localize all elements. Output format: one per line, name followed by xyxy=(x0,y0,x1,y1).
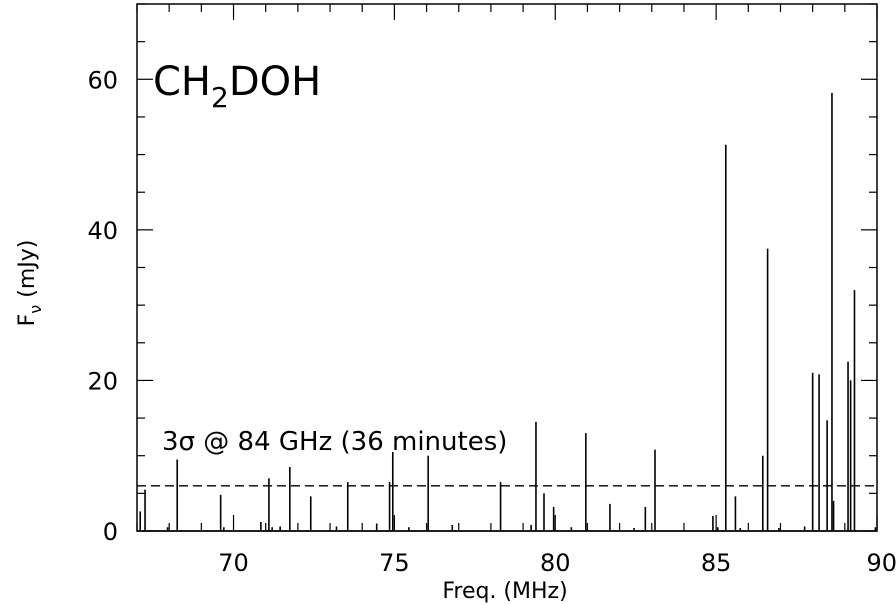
spectral-lines xyxy=(139,92,877,531)
x-tick-label: 75 xyxy=(379,549,410,577)
y-tick-label: 40 xyxy=(87,217,118,245)
threshold-annotation: 3σ @ 84 GHz (36 minutes) xyxy=(162,427,507,457)
species-label: CH2DOH xyxy=(153,59,321,114)
y-tick-label: 0 xyxy=(103,518,118,546)
x-axis-label: Freq. (MHz) xyxy=(442,579,567,604)
x-tick-labels: 70 75 80 85 90 xyxy=(218,549,896,577)
y-tick-label: 60 xyxy=(87,66,118,94)
y-tick-label: 20 xyxy=(87,367,118,395)
x-tick-label: 80 xyxy=(540,549,571,577)
y-tick-labels: 0 20 40 60 xyxy=(87,66,118,546)
y-axis-label: Fν (mJy) xyxy=(15,240,45,327)
x-tick-label: 90 xyxy=(866,549,896,577)
x-tick-label: 85 xyxy=(701,549,732,577)
x-tick-label: 70 xyxy=(218,549,249,577)
